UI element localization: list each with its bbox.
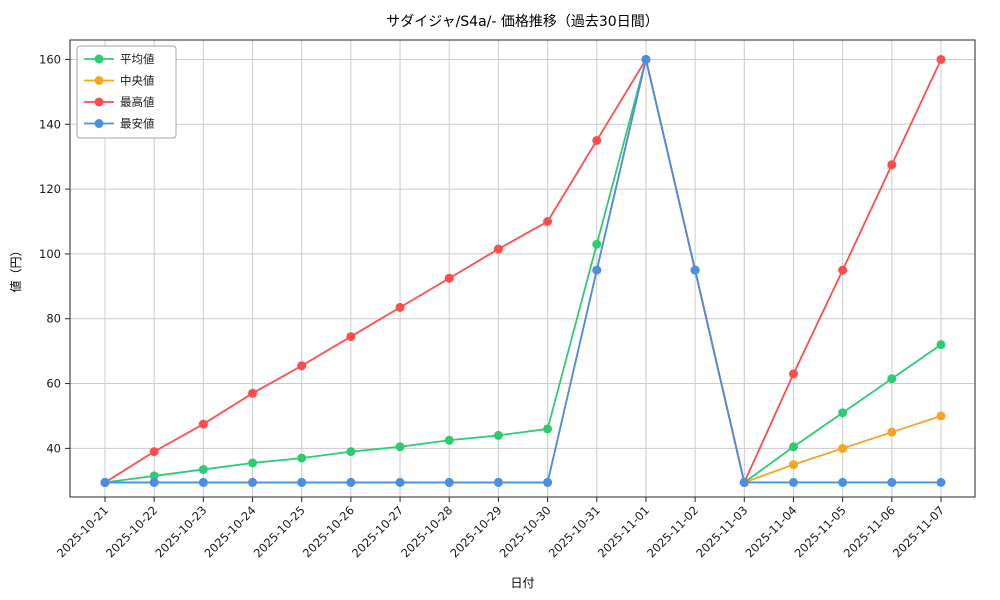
data-point-min xyxy=(297,477,307,487)
data-point-min xyxy=(493,477,503,487)
data-point-avg xyxy=(887,374,897,384)
data-point-max xyxy=(493,244,503,254)
data-point-min xyxy=(100,477,110,487)
data-point-min xyxy=(739,477,749,487)
series-line-min xyxy=(104,58,942,484)
data-point-max xyxy=(149,447,159,457)
y-axis-label: 値（円） xyxy=(8,244,23,292)
data-point-median xyxy=(887,427,897,437)
y-tick-label: 80 xyxy=(46,312,61,326)
legend-marker-min xyxy=(94,119,104,128)
y-tick-label: 60 xyxy=(46,377,61,391)
data-point-min xyxy=(641,54,651,64)
y-tick-label: 160 xyxy=(39,52,61,66)
data-point-median xyxy=(788,460,798,470)
data-point-avg xyxy=(444,435,454,445)
x-axis-label: 日付 xyxy=(510,576,534,590)
data-point-min xyxy=(346,477,356,487)
data-point-avg xyxy=(248,458,258,468)
data-point-min xyxy=(198,477,208,487)
data-point-max xyxy=(887,160,897,170)
data-point-max xyxy=(936,54,946,64)
data-point-max xyxy=(297,361,307,371)
data-point-max xyxy=(788,369,798,379)
legend-box xyxy=(76,45,177,139)
data-point-max xyxy=(592,135,602,145)
data-point-avg xyxy=(838,408,848,418)
legend-label-median: 中央値 xyxy=(120,74,155,88)
data-point-min xyxy=(543,477,553,487)
data-point-max xyxy=(838,265,848,275)
y-tick-label: 40 xyxy=(46,441,61,455)
data-point-max xyxy=(346,332,356,342)
data-point-min xyxy=(887,477,897,487)
y-axis: 40 60 80 100 120 140 160 xyxy=(39,52,70,455)
data-point-max xyxy=(543,217,553,227)
data-point-max xyxy=(444,273,454,283)
legend-marker-median xyxy=(94,76,104,85)
data-point-median xyxy=(936,411,946,421)
series-line-max xyxy=(104,58,942,484)
data-point-avg xyxy=(493,430,503,440)
data-point-max xyxy=(248,388,258,398)
data-point-max xyxy=(198,419,208,429)
data-point-min xyxy=(838,477,848,487)
data-point-avg xyxy=(936,340,946,350)
data-point-avg xyxy=(395,442,405,452)
data-point-min xyxy=(395,477,405,487)
data-point-min xyxy=(149,477,159,487)
data-point-avg xyxy=(543,424,553,434)
data-point-avg xyxy=(198,464,208,474)
data-point-min xyxy=(690,265,700,275)
y-tick-label: 120 xyxy=(39,182,61,196)
data-point-avg xyxy=(592,239,602,249)
legend-label-max: 最高値 xyxy=(120,95,155,109)
data-point-min xyxy=(444,477,454,487)
legend-marker-max xyxy=(94,97,104,107)
data-point-min xyxy=(936,477,946,487)
data-point-avg xyxy=(149,471,159,481)
y-tick-label: 100 xyxy=(39,247,61,261)
y-tick-label: 140 xyxy=(39,117,61,131)
data-point-avg xyxy=(297,453,307,463)
data-point-median xyxy=(838,443,848,453)
data-point-min xyxy=(592,265,602,275)
legend-marker-avg xyxy=(94,54,104,64)
chart-title: サダイジャ/S4a/- 価格推移（過去30日間） xyxy=(386,14,658,30)
plot-border xyxy=(69,39,976,498)
data-point-max xyxy=(395,302,405,312)
legend-label-min: 最安値 xyxy=(120,117,155,131)
data-point-min xyxy=(788,477,798,487)
data-point-min xyxy=(248,477,258,487)
legend-label-avg: 平均値 xyxy=(120,52,155,66)
series-min xyxy=(100,54,946,487)
data-point-avg xyxy=(346,447,356,457)
series-line-avg xyxy=(104,58,942,484)
data-point-avg xyxy=(788,442,798,452)
